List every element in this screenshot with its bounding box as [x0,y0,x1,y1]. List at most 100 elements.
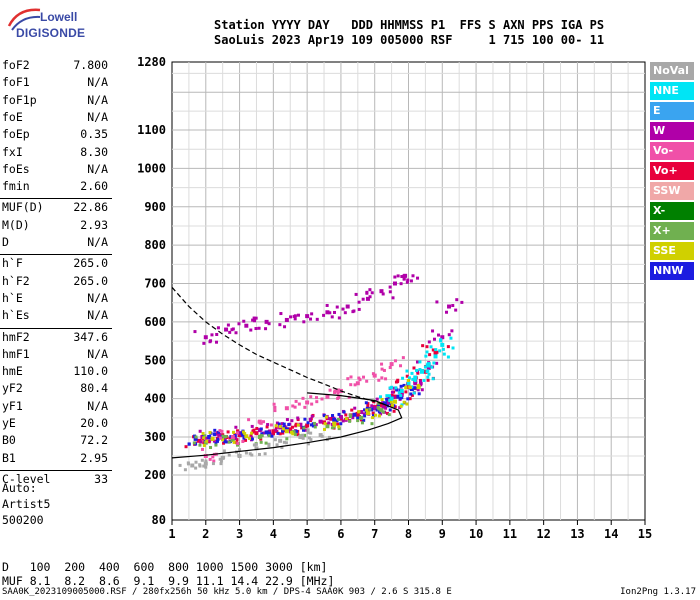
echo-point [414,368,418,372]
echo-point [402,274,406,278]
echo-point [222,435,226,439]
echo-point [232,440,236,444]
echo-point [383,404,387,408]
echo-point [234,425,238,429]
echo-point [389,400,393,404]
echo-point [402,400,406,404]
param-value: 33 [94,471,108,486]
echo-point [296,416,300,420]
echo-point [344,418,348,422]
echo-point [262,420,266,424]
echo-point [427,340,431,344]
echo-point [201,447,205,451]
echo-point [379,412,383,416]
echo-point [440,342,445,347]
echo-point [250,437,254,441]
echo-point [307,436,311,440]
echo-point [402,277,406,281]
legend-item-vo: Vo+ [650,162,694,180]
echo-point [416,388,420,392]
footer-version: Ion2Png 1.3.17 [620,587,696,597]
echo-point [399,364,403,368]
echo-point [203,434,207,438]
param-value: 2.93 [80,217,108,232]
y-tick-label: 300 [144,430,166,444]
echo-point [202,464,206,468]
echo-point [232,430,236,434]
echo-point [202,443,206,447]
echo-point [451,346,455,350]
echo-point [410,393,414,397]
echo-point [303,417,307,421]
echo-point [404,385,408,389]
echo-point [455,298,459,302]
echo-point [372,406,377,411]
echo-point [289,315,293,319]
param-value: 265.0 [73,256,108,271]
echo-point [211,455,215,459]
echo-point [385,397,389,401]
echo-point [251,318,255,322]
echo-point [386,400,391,405]
y-tick-label: 700 [144,277,166,291]
param-value: 8.30 [80,144,108,159]
echo-point [364,401,368,405]
echo-point [190,463,195,468]
echo-point [390,403,394,407]
echo-point [371,416,375,420]
echo-point [285,437,289,441]
echo-point [294,422,298,426]
echo-point [388,290,392,294]
echo-point [293,317,297,321]
echo-point [418,380,422,384]
echo-point [241,430,245,434]
y-tick-label: 80 [152,513,166,527]
echo-point [183,468,187,472]
echo-point [413,379,417,383]
echo-point [366,408,370,412]
echo-point [214,443,218,447]
echo-point [264,430,269,435]
echo-point [359,415,364,420]
param-row: h`F 265.0 [0,256,112,273]
echo-point [379,402,384,407]
echo-point [254,316,258,320]
echo-point [428,353,432,357]
echo-point [216,437,220,441]
echo-point [237,322,241,326]
echo-point [329,416,333,420]
param-row: h`F2 265.0 [0,274,112,291]
echo-point [392,394,396,398]
echo-point [377,403,381,407]
echo-point [380,398,384,402]
param-name: yF1 [2,398,23,413]
param-name: foE [2,109,23,124]
echo-point [349,383,353,387]
echo-point [236,443,240,447]
param-value: N/A [87,235,108,249]
y-tick-label: 500 [144,353,166,367]
echo-point [425,363,429,367]
echo-point [333,389,337,393]
echo-point [210,436,215,441]
param-row: hmF2 347.6 [0,330,112,347]
echo-point [353,383,357,387]
param-row: yF2 80.4 [0,381,112,398]
echo-point [258,421,262,425]
echo-point [309,431,313,435]
echo-point [363,408,367,412]
echo-point [355,381,360,386]
echo-point [236,429,240,433]
echo-point [366,402,370,406]
echo-point [354,292,358,296]
echo-point [198,429,202,433]
echo-point [426,378,430,382]
echo-point [343,311,347,315]
echo-point [257,326,261,330]
echo-point [296,433,300,437]
echo-point [222,449,226,453]
echo-point [310,414,314,418]
echo-point [302,320,306,324]
echo-point [215,432,219,436]
echo-point [421,344,425,348]
